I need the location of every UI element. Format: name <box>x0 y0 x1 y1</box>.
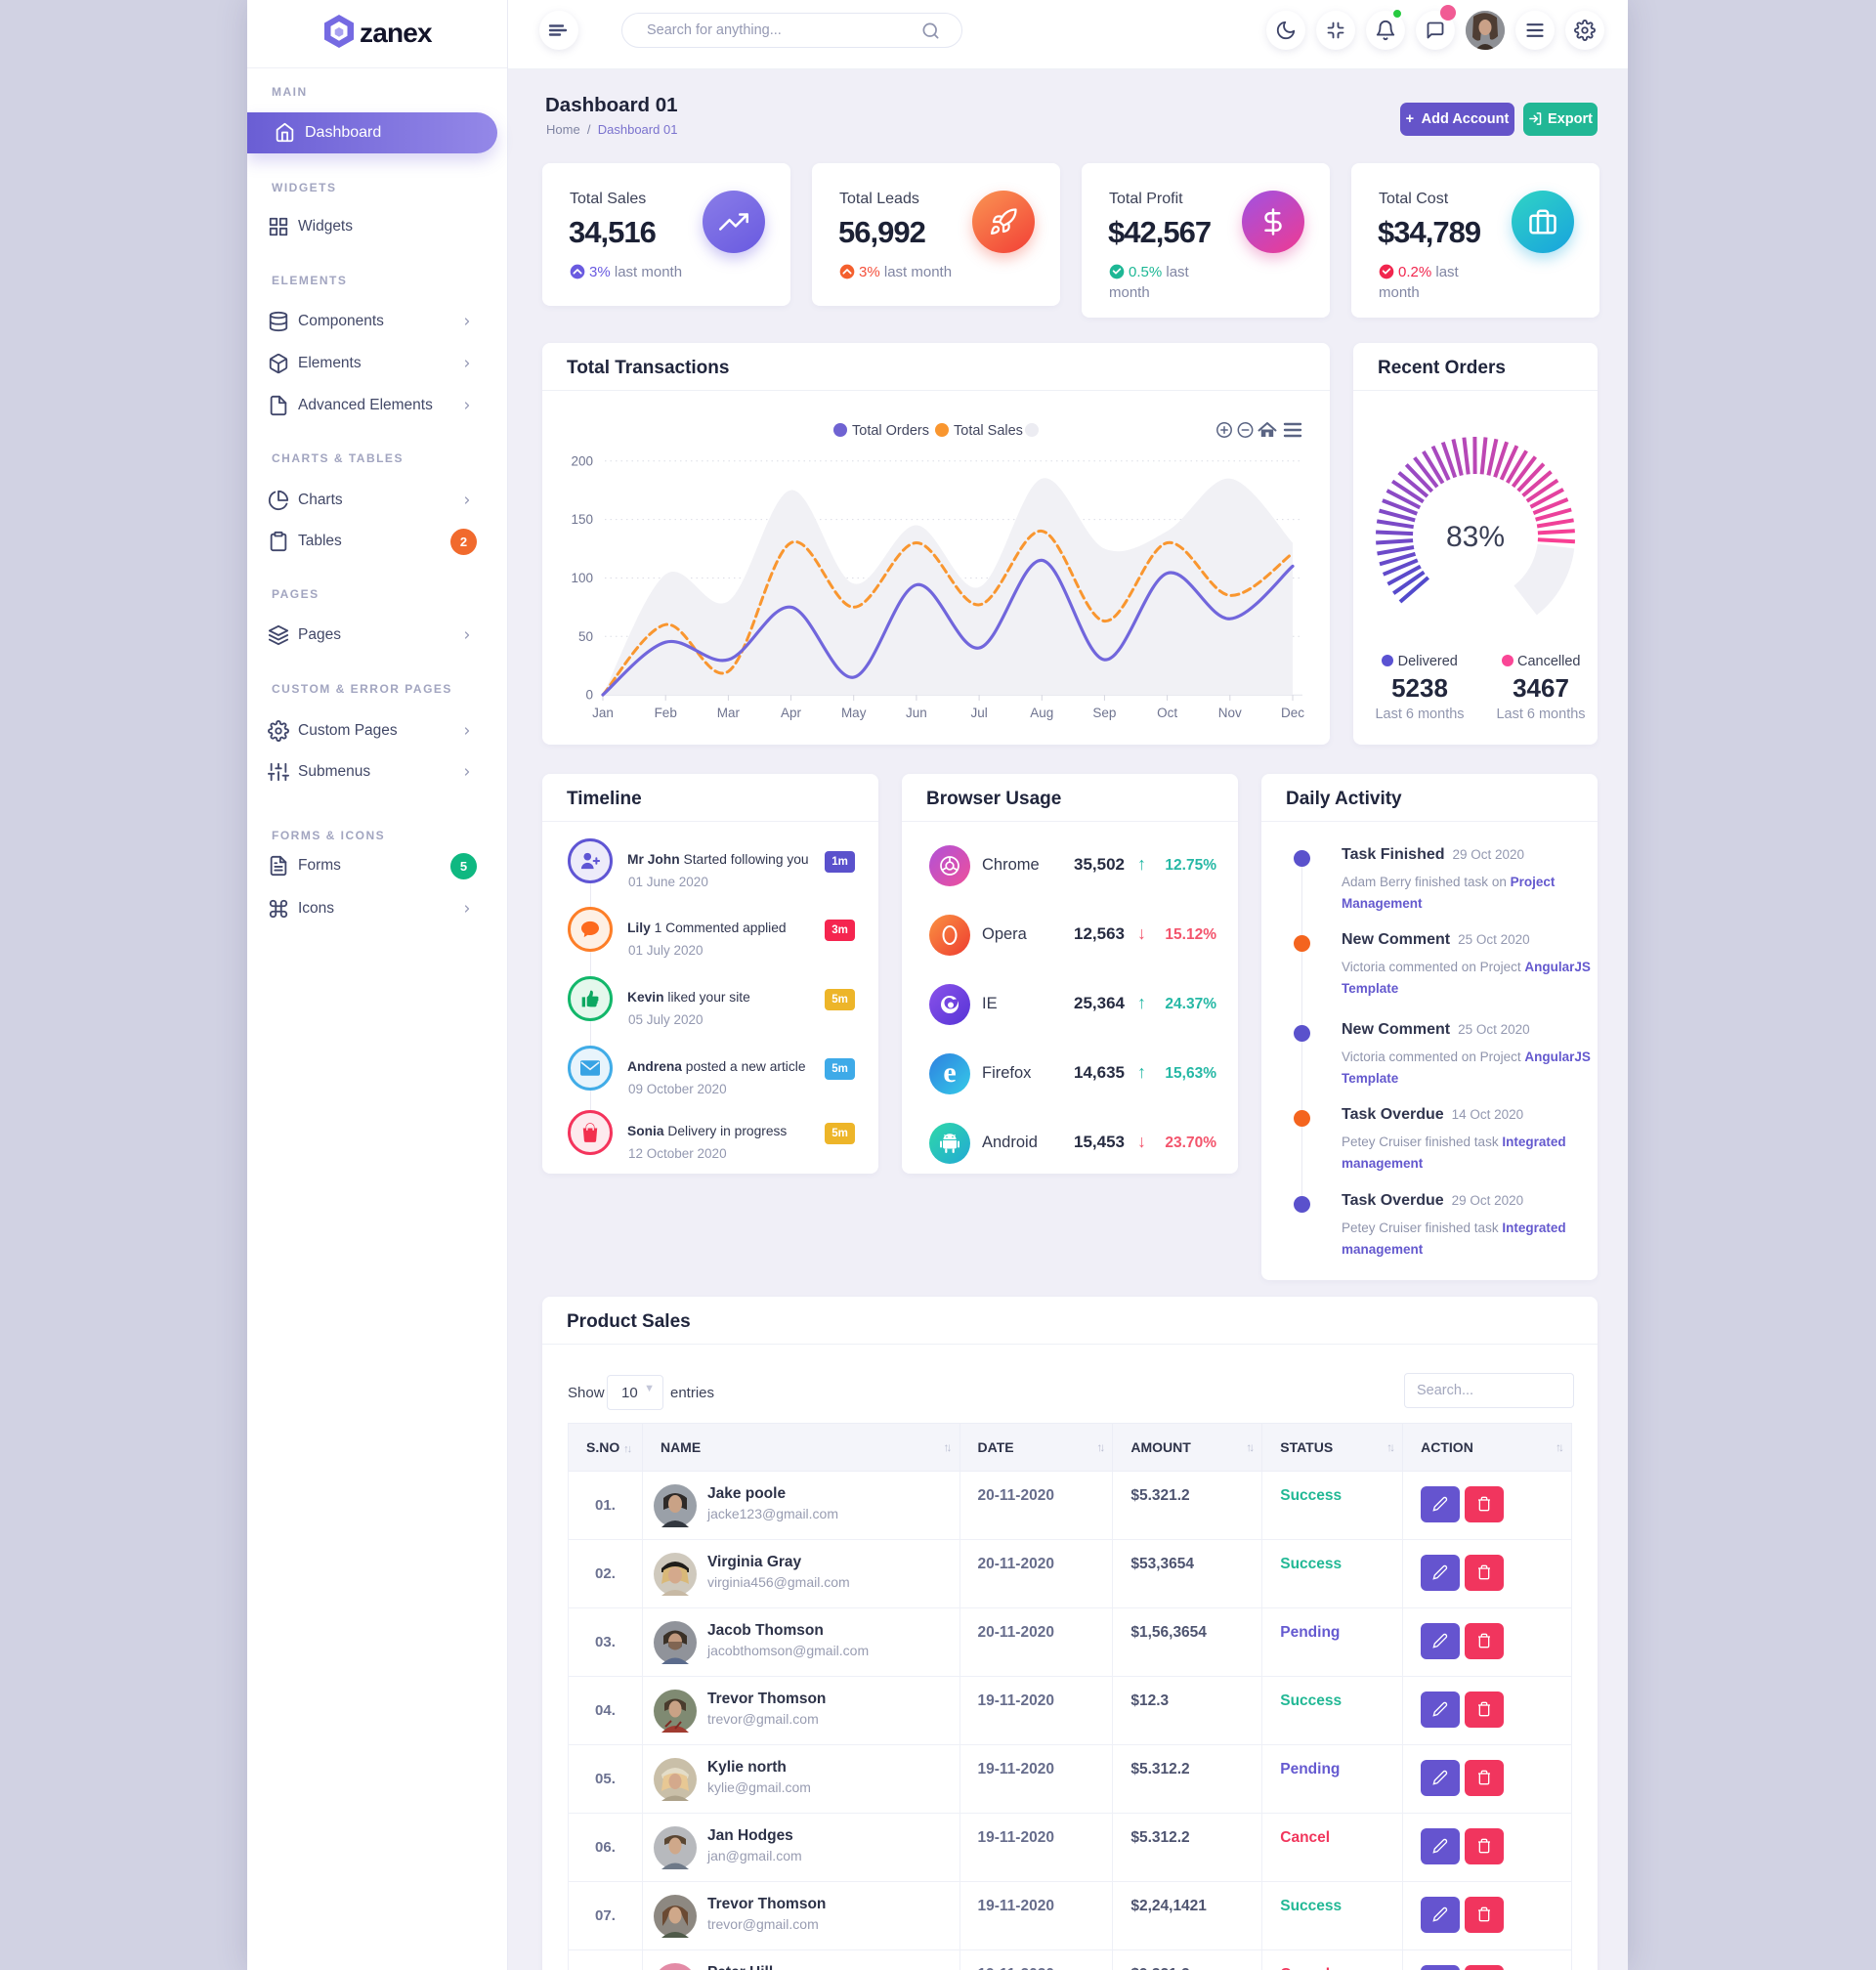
svg-text:Jan: Jan <box>592 706 614 720</box>
svg-text:200: 200 <box>571 453 593 468</box>
svg-text:83%: 83% <box>1446 521 1505 553</box>
svg-text:Total Sales: Total Sales <box>954 423 1023 439</box>
svg-text:Oct: Oct <box>1157 706 1177 720</box>
svg-text:Nov: Nov <box>1218 706 1242 720</box>
svg-text:Jun: Jun <box>906 706 927 720</box>
svg-text:150: 150 <box>571 512 593 527</box>
svg-text:100: 100 <box>571 571 593 585</box>
svg-text:Mar: Mar <box>717 706 741 720</box>
svg-text:Total Orders: Total Orders <box>852 423 929 439</box>
svg-text:Dec: Dec <box>1281 706 1304 720</box>
svg-text:50: 50 <box>578 629 593 644</box>
svg-text:Aug: Aug <box>1030 706 1053 720</box>
svg-text:Apr: Apr <box>781 706 802 720</box>
svg-text:Sep: Sep <box>1092 706 1116 720</box>
svg-text:Jul: Jul <box>970 706 987 720</box>
svg-text:Feb: Feb <box>655 706 677 720</box>
svg-text:May: May <box>841 706 867 720</box>
svg-text:0: 0 <box>585 688 593 703</box>
